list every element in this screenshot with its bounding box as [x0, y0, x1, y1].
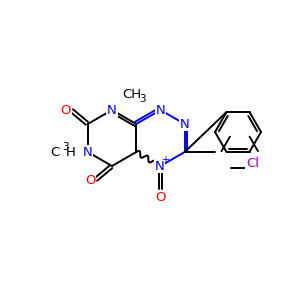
Text: Cl: Cl — [246, 158, 259, 170]
Text: C: C — [50, 146, 60, 158]
Text: CH: CH — [122, 88, 141, 100]
Text: O: O — [85, 173, 95, 187]
Text: +: + — [161, 155, 169, 165]
Text: 3: 3 — [62, 142, 69, 152]
Text: N: N — [83, 146, 93, 158]
Text: 3: 3 — [139, 94, 146, 104]
Text: O: O — [155, 191, 166, 204]
Text: N: N — [180, 118, 190, 130]
Text: N: N — [154, 160, 164, 172]
Text: O: O — [61, 103, 71, 116]
Text: N: N — [156, 103, 165, 116]
Text: N: N — [107, 103, 117, 116]
Text: H: H — [66, 146, 76, 158]
